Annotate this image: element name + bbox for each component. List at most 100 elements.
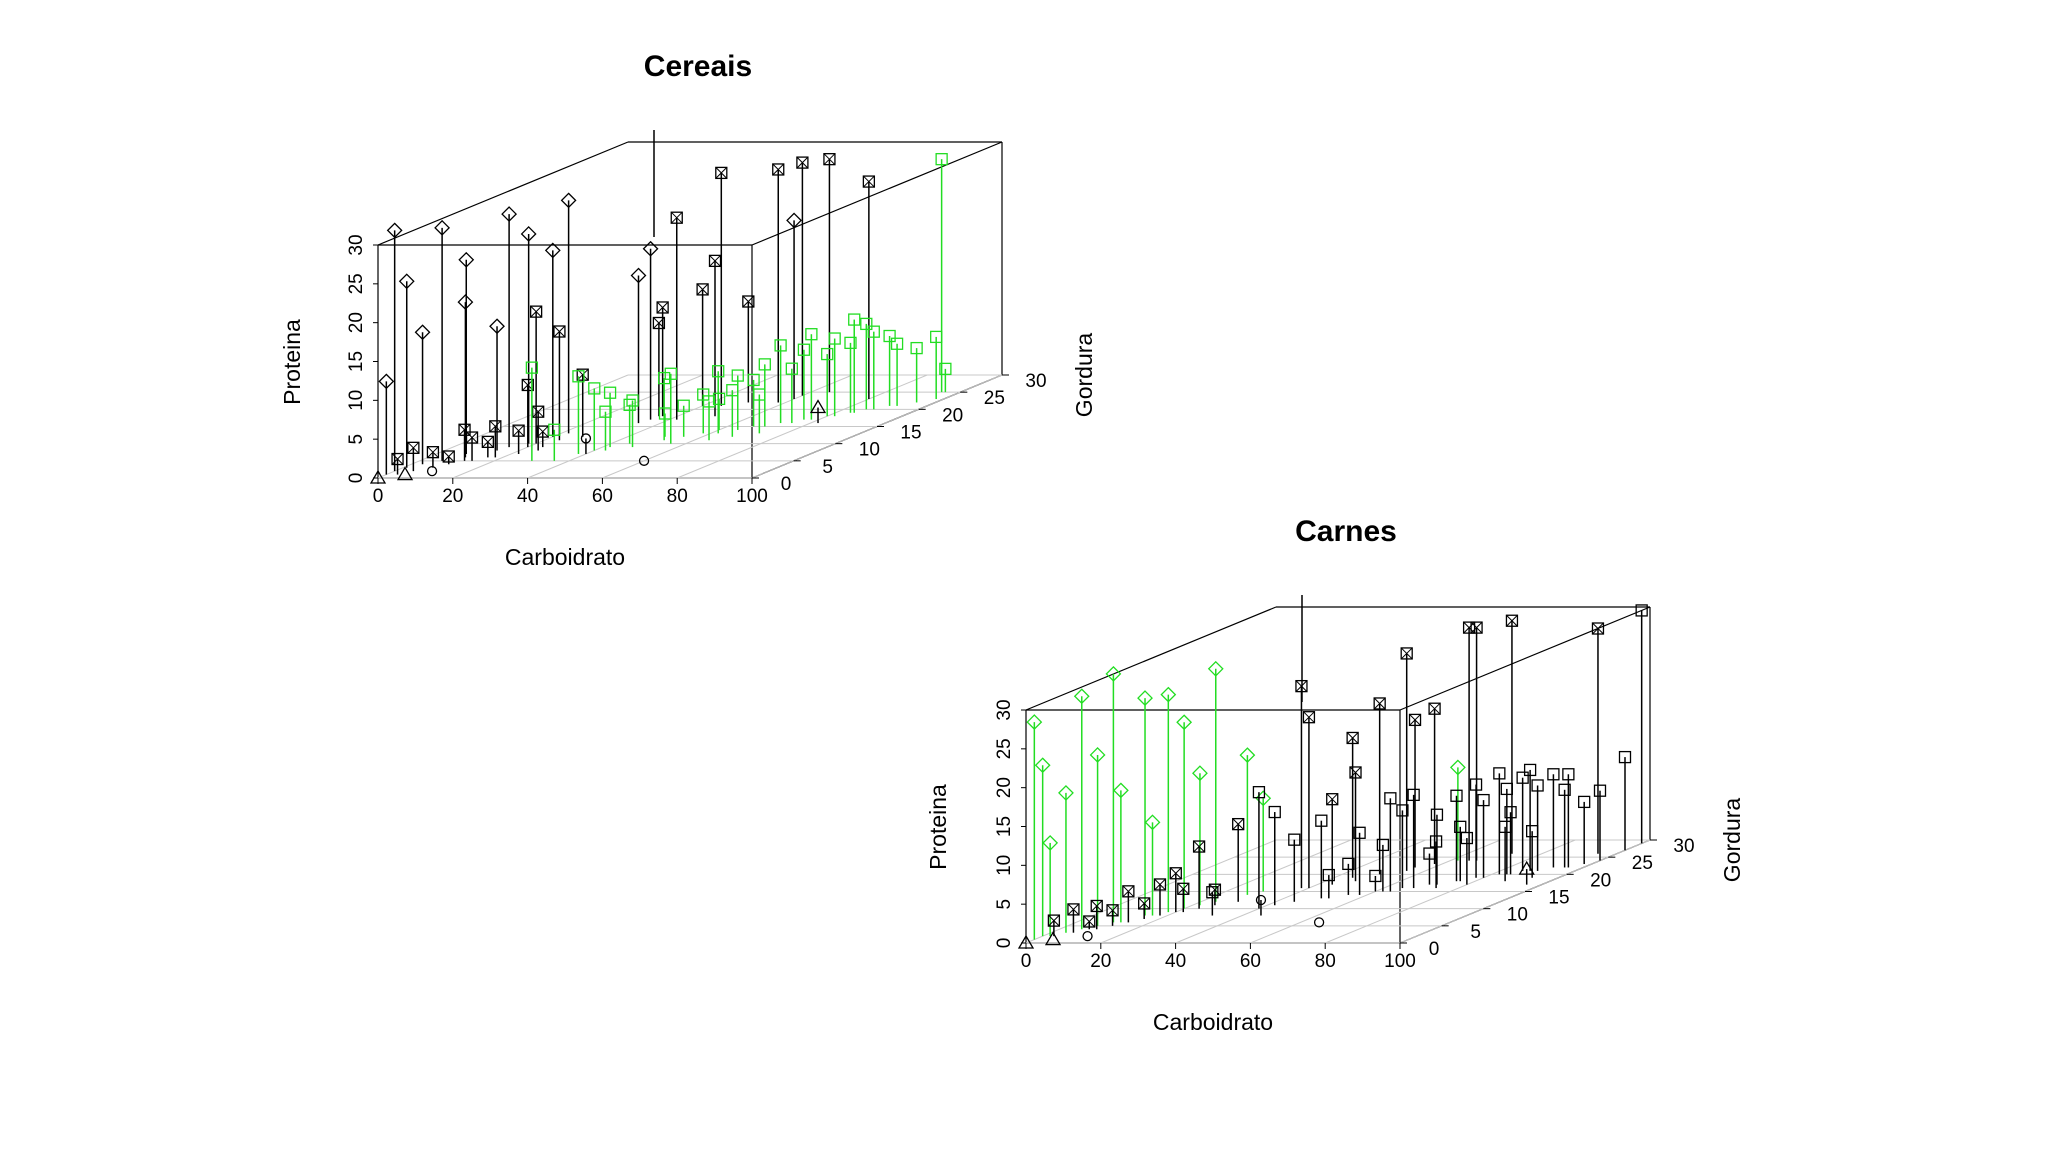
square-marker	[1578, 795, 1591, 809]
square-marker	[1353, 826, 1366, 839]
data-point-boxx	[481, 435, 494, 458]
boxx-marker	[1122, 885, 1135, 898]
boxx-marker	[512, 424, 525, 437]
square-marker	[1407, 788, 1420, 802]
diamond-marker	[1026, 714, 1043, 731]
data-point-boxx	[708, 254, 722, 417]
boxx-marker	[1047, 914, 1061, 927]
square-marker	[753, 388, 766, 401]
data-point-boxx	[1138, 897, 1151, 919]
triangle-marker	[369, 469, 387, 484]
boxx-marker	[1090, 899, 1103, 913]
square-marker	[1558, 783, 1571, 796]
boxx-marker	[1302, 711, 1316, 724]
boxx-marker	[465, 431, 479, 444]
data-point-square	[603, 386, 617, 448]
boxx-marker	[1083, 915, 1096, 928]
plot-box-edge	[377, 141, 629, 246]
circle-marker	[426, 465, 438, 477]
square-marker	[910, 341, 923, 355]
y-tick-label: 0	[346, 473, 367, 484]
data-point-square	[1523, 763, 1537, 871]
diamond-marker	[1042, 835, 1059, 851]
data-point-square	[1477, 793, 1490, 878]
data-point-square	[664, 367, 677, 444]
data-point-boxx	[1591, 622, 1605, 854]
boxx-marker	[1373, 697, 1386, 710]
data-point-square	[1376, 838, 1390, 892]
x-tick-label: 80	[1315, 951, 1336, 972]
square-marker	[747, 373, 760, 387]
data-point-square	[1578, 795, 1591, 865]
square-marker	[712, 365, 725, 378]
data-point-diamond	[386, 222, 403, 472]
data-point-boxx	[532, 405, 545, 451]
data-point-diamond	[398, 273, 415, 468]
data-point-square	[848, 313, 861, 413]
square-marker	[1477, 793, 1490, 807]
circle-marker	[1082, 930, 1093, 942]
x-axis-label: Carboidrato	[505, 544, 625, 570]
square-marker	[548, 423, 561, 436]
boxx-marker	[1505, 614, 1519, 627]
square-marker	[883, 329, 896, 343]
y-tick-label: 10	[994, 855, 1015, 876]
square-marker	[1516, 771, 1529, 784]
data-point-boxx	[696, 283, 709, 406]
square-marker	[1523, 763, 1537, 777]
square-marker	[1498, 820, 1512, 833]
x-tick-label: 60	[592, 486, 613, 507]
x-tick-label: 100	[736, 486, 768, 507]
square-marker	[588, 382, 601, 395]
square-marker	[785, 362, 798, 375]
data-point-triangle	[369, 469, 387, 484]
data-point-boxx	[1373, 697, 1386, 875]
boxx-marker	[670, 211, 683, 224]
data-point-square	[1342, 857, 1355, 895]
square-marker	[867, 325, 880, 338]
data-point-square	[599, 405, 612, 451]
axis-ticks: 0 20 40 60 80 100 0 5 10 15 20 25 30 0 5 10 15 20 25 30	[346, 234, 1047, 507]
square-marker	[805, 328, 818, 341]
data-point-boxx	[796, 156, 809, 396]
data-point-diamond	[1105, 665, 1122, 923]
diamond-marker	[1034, 757, 1051, 774]
diamond-marker	[1058, 784, 1074, 801]
boxx-marker	[442, 450, 455, 463]
boxx-marker	[481, 435, 494, 449]
data-point-square	[1450, 789, 1463, 882]
data-point-diamond	[1137, 690, 1153, 916]
square-marker	[1423, 847, 1436, 860]
data-point-square	[939, 362, 952, 393]
data-point-square	[890, 337, 904, 406]
data-point-boxx	[391, 452, 404, 475]
boxx-marker	[532, 405, 545, 418]
square-marker	[731, 369, 744, 382]
boxx-marker	[1138, 897, 1151, 910]
data-point-square	[1384, 792, 1397, 892]
square-marker	[1547, 768, 1560, 781]
square-marker	[726, 384, 739, 397]
boxx-marker	[1067, 903, 1080, 916]
z-tick-label: 10	[1507, 905, 1528, 926]
square-marker	[702, 395, 716, 408]
y-tick-label: 15	[994, 816, 1015, 837]
data-point-boxx	[553, 325, 566, 441]
data-point-square	[626, 394, 639, 448]
square-marker	[1593, 784, 1607, 797]
boxx-marker	[742, 295, 755, 308]
y-tick-label: 5	[346, 434, 367, 445]
data-point-square	[1315, 814, 1328, 899]
data-point-square	[677, 399, 690, 437]
boxx-marker	[823, 153, 836, 166]
axis-ticks: 0 20 40 60 80 100 0 5 10 15 20 25 30 0 5 10 15 20 25 30	[994, 699, 1695, 972]
square-marker	[712, 392, 726, 406]
data-point-diamond	[434, 219, 451, 461]
x-tick-label: 20	[442, 486, 463, 507]
data-point-square	[860, 317, 873, 410]
boxx-marker	[1428, 702, 1441, 715]
triangle-marker	[809, 399, 827, 414]
data-point-square	[1635, 604, 1648, 844]
data-point-diamond	[1176, 714, 1193, 909]
data-point-diamond	[642, 240, 659, 420]
